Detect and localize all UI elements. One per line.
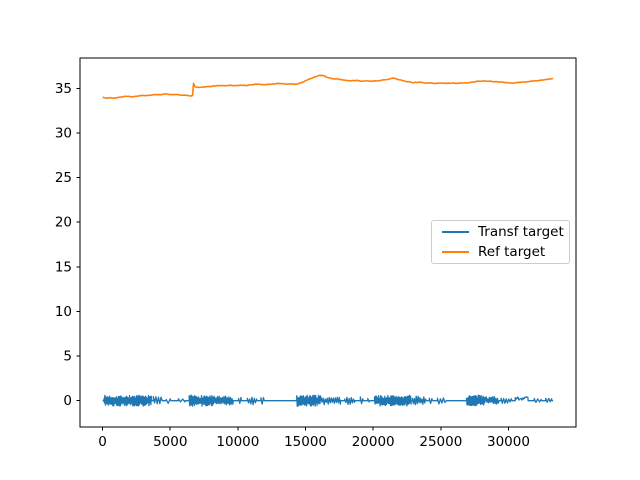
legend: Transf target Ref target [431,220,570,264]
x-tick-label: 30000 [487,434,530,450]
y-tick-label: 5 [63,349,72,365]
transf-target-line-sample [442,231,469,233]
legend-label-ref-target: Ref target [478,244,546,260]
x-tick-label: 5000 [153,434,187,450]
y-tick-label: 35 [55,81,72,97]
legend-label-transf-target: Transf target [478,224,564,240]
x-tick-label: 25000 [419,434,462,450]
legend-entry-transf-target: Transf target [442,224,564,240]
y-tick-label: 15 [55,259,72,275]
y-tick-label: 30 [55,125,72,141]
x-tick-label: 10000 [216,434,259,450]
x-tick-label: 20000 [352,434,395,450]
plot-border [79,57,577,428]
y-tick-label: 25 [55,170,72,186]
series-layer [102,74,554,407]
legend-entry-ref-target: Ref target [442,244,561,260]
x-tick-label: 15000 [284,434,327,450]
ref-target-line-sample [442,251,469,253]
y-tick-label: 10 [55,304,72,320]
ref-target-line [102,74,554,99]
y-tick-label: 20 [55,215,72,231]
transf-target-line [102,394,554,407]
y-tick-label: 0 [63,393,72,409]
axes-layer: 0 5000 10000 15000 20000 25000 30000 0 5 10 15 20 25… [55,57,577,450]
x-tick-label: 0 [98,434,107,450]
